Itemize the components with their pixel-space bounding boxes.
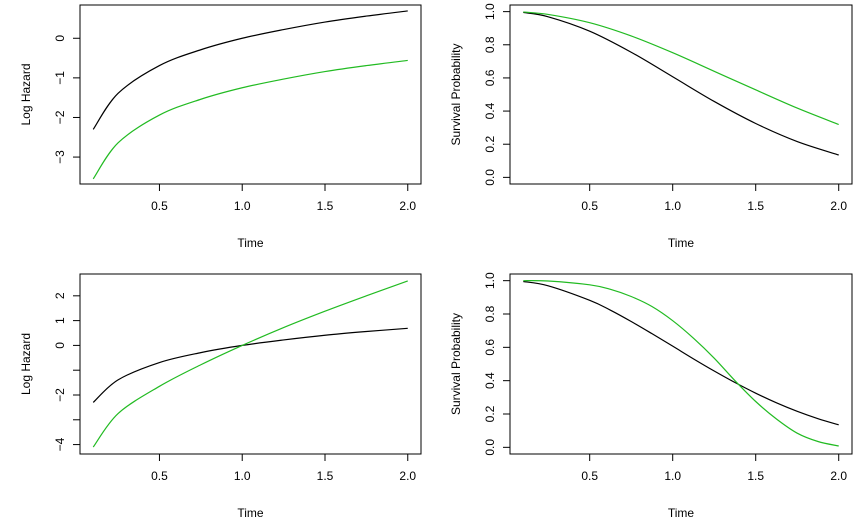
x-tick-label: 1.5: [747, 469, 764, 483]
panel-top-left: 0.5 1.0 1.5 2.0 Time −3 −2 −1 0 Log Hazard: [19, 4, 422, 250]
series-line-black: [523, 11, 839, 156]
x-axis-label: Time: [668, 236, 695, 250]
y-axis-label: Log Hazard: [19, 333, 33, 395]
x-tick-label: 1.5: [747, 199, 764, 213]
y-tick-label: 0.0: [483, 439, 497, 456]
y-tick-label: −2: [53, 110, 67, 124]
x-tick-label: 0.5: [151, 199, 168, 213]
y-tick-label: 0.6: [483, 339, 497, 356]
x-tick-label: 1.5: [317, 199, 334, 213]
y-tick-label: 1.0: [483, 3, 497, 20]
series-line-black: [523, 280, 839, 426]
series-line-green: [92, 280, 408, 448]
y-tick-label: 0.0: [483, 169, 497, 186]
plot-frame: [509, 4, 853, 185]
y-tick-label: 1: [53, 317, 67, 324]
y-tick-label: 0: [53, 342, 67, 349]
x-tick-label: 0.5: [581, 199, 598, 213]
x-tick-label: 1.0: [234, 469, 251, 483]
y-tick-label: 0.4: [483, 102, 497, 119]
y-tick-label: 1.0: [483, 272, 497, 289]
x-axis: 0.5 1.0 1.5 2.0: [151, 184, 416, 213]
x-axis: 0.5 1.0 1.5 2.0: [581, 184, 847, 213]
y-axis: 0.0 0.2 0.4 0.6 0.8 1.0: [483, 3, 510, 186]
x-tick-label: 1.0: [664, 199, 681, 213]
panel-bottom-right: 0.5 1.0 1.5 2.0 Time 0.0 0.2 0.4 0.6 0.8 1.0 Surviv…: [449, 272, 853, 520]
x-axis: 0.5 1.0 1.5 2.0: [581, 454, 847, 483]
y-tick-label: 0.8: [483, 36, 497, 53]
y-tick-label: −3: [53, 150, 67, 164]
y-tick-label: −1: [53, 71, 67, 85]
y-axis: −3 −2 −1 0: [53, 35, 80, 164]
x-tick-label: 2.0: [399, 199, 416, 213]
x-tick-label: 1.0: [234, 199, 251, 213]
x-axis-label: Time: [668, 506, 695, 520]
x-axis: 0.5 1.0 1.5 2.0: [151, 454, 416, 483]
y-tick-label: −2: [53, 388, 67, 402]
series-line-green: [523, 11, 839, 126]
series-line-green: [92, 59, 408, 180]
y-tick-label: 0.6: [483, 69, 497, 86]
y-tick-label: 0.2: [483, 405, 497, 422]
panel-top-right: 0.5 1.0 1.5 2.0 Time 0.0 0.2 0.4 0.6 0.8 1.0 Surviv…: [449, 3, 853, 250]
y-tick-label: 0.8: [483, 305, 497, 322]
y-axis: 0.0 0.2 0.4 0.6 0.8 1.0: [483, 272, 510, 456]
y-tick-label: 0.2: [483, 136, 497, 153]
y-axis: −4 −2 0 1 2: [53, 292, 80, 451]
x-tick-label: 1.0: [664, 469, 681, 483]
x-tick-label: 0.5: [581, 469, 598, 483]
y-tick-label: −4: [53, 437, 67, 451]
x-tick-label: 1.5: [317, 469, 334, 483]
y-axis-label: Survival Probability: [449, 313, 463, 415]
series-line-black: [92, 327, 408, 403]
plot-frame: [79, 4, 422, 185]
plot-frame: [509, 273, 853, 455]
x-tick-label: 0.5: [151, 469, 168, 483]
panel-bottom-left: 0.5 1.0 1.5 2.0 Time −4 −2 0 1 2 Log Hazard: [19, 273, 422, 520]
x-tick-label: 2.0: [830, 199, 847, 213]
series-line-black: [92, 10, 408, 130]
x-axis-label: Time: [237, 236, 264, 250]
x-tick-label: 2.0: [830, 469, 847, 483]
series-line-green: [523, 279, 839, 447]
plot-frame: [79, 273, 422, 455]
y-tick-label: 0.4: [483, 372, 497, 389]
x-tick-label: 2.0: [399, 469, 416, 483]
y-axis-label: Survival Probability: [449, 43, 463, 145]
y-tick-label: 0: [53, 35, 67, 42]
y-tick-label: 2: [53, 292, 67, 299]
x-axis-label: Time: [237, 506, 264, 520]
y-axis-label: Log Hazard: [19, 63, 33, 125]
